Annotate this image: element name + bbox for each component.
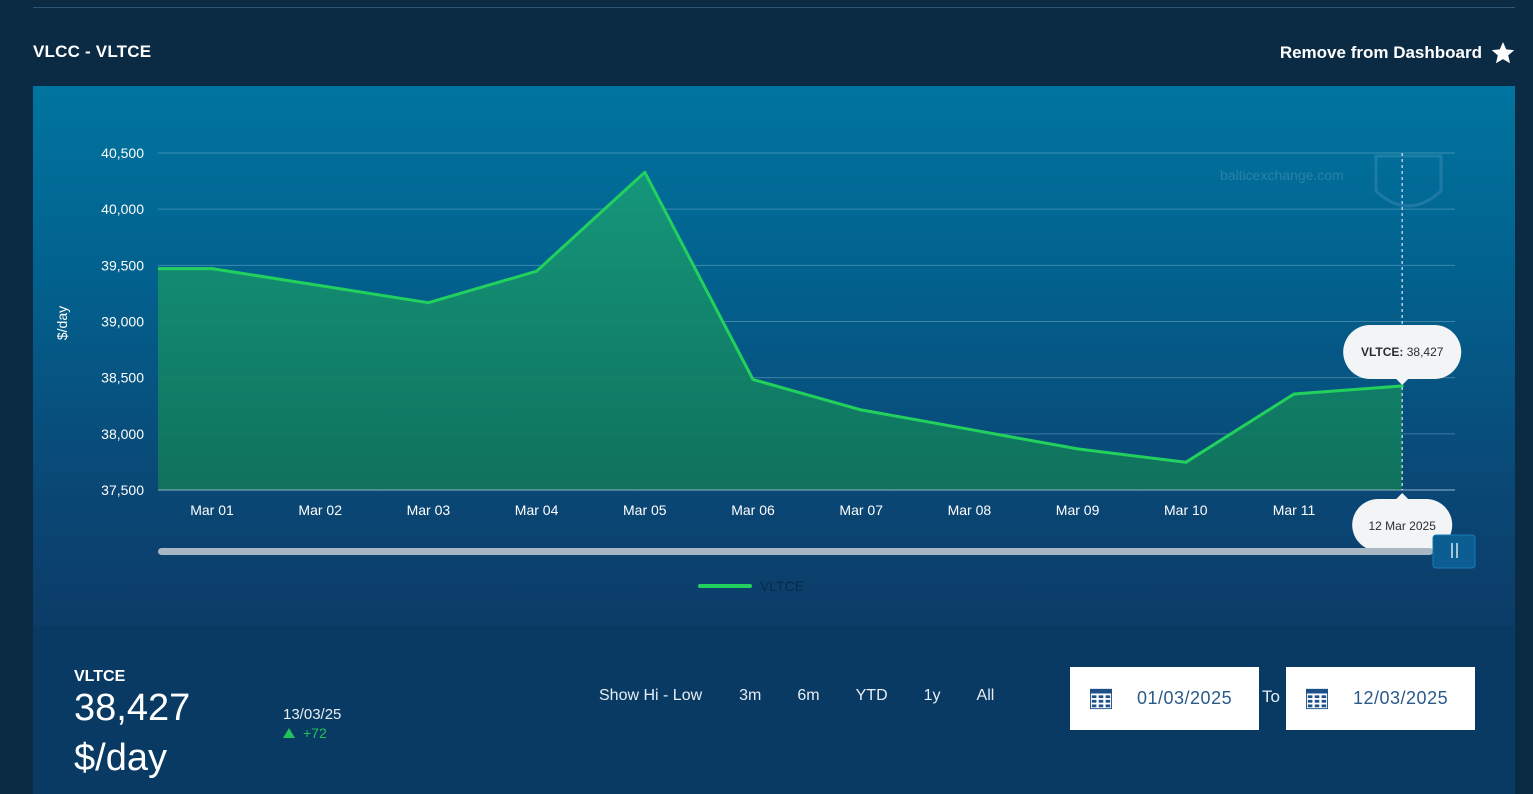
remove-from-dashboard-button[interactable]: Remove from Dashboard	[1280, 40, 1516, 66]
y-tick-label: 40,000	[101, 201, 144, 217]
data-point[interactable]	[1292, 392, 1296, 396]
y-tick-label: 39,500	[101, 257, 144, 273]
divider	[33, 7, 1515, 8]
remove-from-dashboard-label: Remove from Dashboard	[1279, 43, 1482, 62]
navigator-handle[interactable]	[1432, 534, 1476, 569]
x-tick-label: Mar 02	[298, 502, 342, 518]
x-tick-label: Mar 10	[1164, 502, 1208, 518]
x-tick-label: Mar 01	[190, 502, 234, 518]
star-icon	[1491, 41, 1515, 64]
chart-area: 37,500 38,000 38,500 39,000 39,500 40,000 40,5…	[33, 86, 1515, 626]
tooltip-series-label: VLTCE:	[1361, 345, 1407, 359]
show-hi-low-button[interactable]: Show Hi - Low	[599, 687, 703, 704]
up-arrow-icon	[283, 728, 295, 738]
x-tick-label: Mar 03	[407, 502, 451, 518]
data-point[interactable]	[1400, 384, 1404, 388]
data-point[interactable]	[643, 170, 647, 174]
y-tick-label: 38,500	[101, 370, 144, 386]
legend-swatch	[698, 584, 752, 588]
range-selector: Show Hi - Low 3m 6m YTD 1y All	[599, 687, 994, 705]
y-axis-label: $/day	[54, 306, 70, 340]
legend-item-vltce[interactable]: VLTCE	[698, 578, 804, 594]
x-tick-label: Mar 07	[839, 502, 883, 518]
date-from-input[interactable]	[1135, 687, 1259, 710]
summary-change-value: +72	[303, 725, 327, 741]
range-ytd-button[interactable]: YTD	[855, 687, 888, 704]
tooltip-bubble	[1343, 325, 1462, 379]
range-all-button[interactable]: All	[976, 687, 995, 704]
data-point[interactable]	[967, 427, 971, 431]
data-point[interactable]	[535, 269, 539, 273]
summary-panel: VLTCE 38,427 $/day 13/03/25 +72 Show Hi …	[33, 626, 1515, 794]
widget-title: VLCC - VLTCE	[33, 42, 152, 61]
navigator-scrollbar[interactable]	[158, 548, 1433, 555]
x-tick-label: Mar 08	[948, 502, 992, 518]
to-label: To	[1262, 687, 1280, 706]
data-point[interactable]	[210, 267, 214, 271]
data-point[interactable]	[859, 408, 863, 412]
chart-svg: 37,500 38,000 38,500 39,000 39,500 40,000 40,5…	[54, 145, 1476, 569]
data-point[interactable]	[318, 284, 322, 288]
legend-label: VLTCE	[760, 578, 805, 594]
data-point[interactable]	[1184, 460, 1188, 464]
summary-value: 38,427	[74, 687, 191, 729]
date-to-input[interactable]	[1351, 687, 1475, 710]
tooltip-value: 38,427	[1407, 345, 1444, 359]
date-to-field[interactable]	[1286, 667, 1475, 730]
calendar-icon	[1306, 688, 1328, 709]
range-6m-button[interactable]: 6m	[797, 687, 820, 704]
date-bubble-text: 12 Mar 2025	[1369, 519, 1437, 533]
series-area-vltce	[158, 172, 1403, 491]
tooltip-text: VLTCE: 38,427	[1361, 345, 1444, 359]
data-point[interactable]	[1076, 447, 1080, 451]
summary-change: +72	[283, 725, 327, 741]
range-3m-button[interactable]: 3m	[739, 687, 762, 704]
calendar-icon	[1090, 688, 1112, 709]
y-tick-label: 40,500	[101, 145, 144, 161]
summary-name: VLTCE	[74, 668, 126, 685]
y-tick-label: 37,500	[101, 482, 144, 498]
summary-date: 13/03/25	[283, 706, 342, 723]
y-tick-label: 39,000	[101, 314, 144, 330]
x-tick-label: Mar 05	[623, 502, 667, 518]
x-tick-label: Mar 04	[515, 502, 559, 518]
summary-unit: $/day	[74, 737, 167, 779]
tooltip-pointer	[1395, 378, 1410, 385]
y-tick-label: 38,000	[101, 426, 144, 442]
data-point[interactable]	[751, 377, 755, 381]
range-1y-button[interactable]: 1y	[923, 687, 941, 704]
date-from-field[interactable]	[1070, 667, 1259, 730]
watermark-logo-icon	[1374, 154, 1443, 208]
data-point[interactable]	[426, 301, 430, 305]
date-bubble	[1352, 499, 1453, 551]
x-tick-label: Mar 09	[1056, 502, 1100, 518]
x-tick-label: Mar 06	[731, 502, 775, 518]
date-bubble-pointer	[1395, 493, 1410, 500]
watermark-text: balticexchange.com	[1220, 167, 1344, 183]
x-tick-label: Mar 11	[1273, 502, 1316, 518]
